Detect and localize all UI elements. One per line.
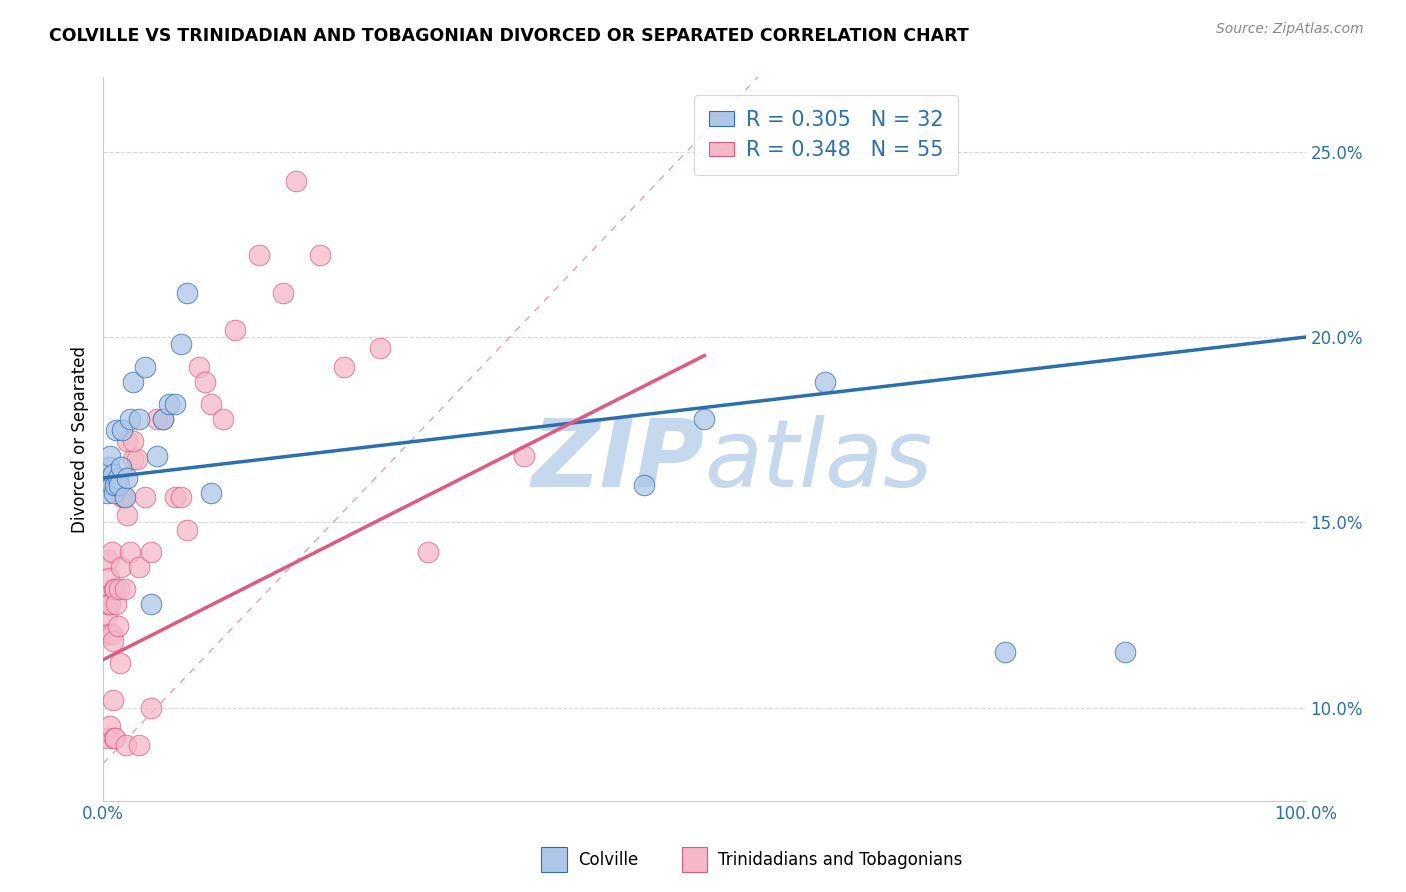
Point xyxy=(112,490,135,504)
Point xyxy=(200,485,222,500)
Point xyxy=(115,434,138,448)
Point xyxy=(115,738,138,752)
Point xyxy=(107,582,129,597)
Point xyxy=(170,337,193,351)
Text: Colville: Colville xyxy=(578,851,638,869)
Point xyxy=(97,597,120,611)
Point xyxy=(100,545,122,559)
Point xyxy=(111,490,134,504)
Point xyxy=(110,459,132,474)
Point xyxy=(98,571,121,585)
Point xyxy=(141,701,163,715)
Point xyxy=(98,449,121,463)
Point xyxy=(104,582,127,597)
Point xyxy=(115,471,138,485)
Point xyxy=(200,397,222,411)
Point xyxy=(104,731,127,745)
Point xyxy=(108,657,131,671)
Point xyxy=(368,341,391,355)
Point xyxy=(125,452,148,467)
Point xyxy=(111,423,134,437)
Point xyxy=(273,285,295,300)
Text: ZIP: ZIP xyxy=(531,415,704,507)
Point xyxy=(165,397,187,411)
Point xyxy=(114,490,136,504)
Point xyxy=(103,582,125,597)
Point xyxy=(134,490,156,504)
Point xyxy=(128,411,150,425)
Point xyxy=(146,411,169,425)
Point xyxy=(122,434,145,448)
Point xyxy=(249,248,271,262)
Point xyxy=(103,485,125,500)
Point xyxy=(152,411,174,425)
Point xyxy=(110,560,132,574)
Point xyxy=(224,323,246,337)
Point xyxy=(122,452,145,467)
Point xyxy=(96,731,118,745)
Point xyxy=(98,626,121,640)
Text: Trinidadians and Tobagonians: Trinidadians and Tobagonians xyxy=(718,851,963,869)
Point xyxy=(332,359,354,374)
Point xyxy=(284,174,307,188)
Point xyxy=(122,375,145,389)
Point xyxy=(105,597,128,611)
Point xyxy=(308,248,330,262)
Point xyxy=(1114,645,1136,659)
Point xyxy=(157,397,180,411)
Point xyxy=(141,597,163,611)
Point xyxy=(114,582,136,597)
Point xyxy=(170,490,193,504)
Point xyxy=(105,423,128,437)
Point xyxy=(141,545,163,559)
Point xyxy=(107,478,129,492)
Point xyxy=(100,626,122,640)
Point xyxy=(97,471,120,485)
Point xyxy=(97,552,120,566)
Point xyxy=(152,411,174,425)
Point xyxy=(100,478,122,492)
Point xyxy=(134,359,156,374)
Point xyxy=(165,490,187,504)
Point xyxy=(633,478,655,492)
Point xyxy=(693,411,716,425)
Point xyxy=(128,738,150,752)
Legend: R = 0.305   N = 32, R = 0.348   N = 55: R = 0.305 N = 32, R = 0.348 N = 55 xyxy=(695,95,959,175)
Point xyxy=(101,634,124,648)
Point xyxy=(994,645,1017,659)
Point xyxy=(118,411,141,425)
Text: Source: ZipAtlas.com: Source: ZipAtlas.com xyxy=(1216,22,1364,37)
Text: atlas: atlas xyxy=(704,415,932,507)
Point xyxy=(194,375,217,389)
Point xyxy=(115,508,138,522)
Point xyxy=(98,459,121,474)
Point xyxy=(96,608,118,623)
Text: COLVILLE VS TRINIDADIAN AND TOBAGONIAN DIVORCED OR SEPARATED CORRELATION CHART: COLVILLE VS TRINIDADIAN AND TOBAGONIAN D… xyxy=(49,27,969,45)
Point xyxy=(96,485,118,500)
Y-axis label: Divorced or Separated: Divorced or Separated xyxy=(72,345,89,533)
Point xyxy=(128,560,150,574)
Point xyxy=(513,449,536,463)
Point xyxy=(107,471,129,485)
Point xyxy=(98,597,121,611)
Point xyxy=(98,719,121,733)
Point xyxy=(103,731,125,745)
Point xyxy=(94,590,117,604)
Point xyxy=(146,449,169,463)
Point xyxy=(176,523,198,537)
Point xyxy=(813,375,835,389)
Point xyxy=(176,285,198,300)
Point xyxy=(416,545,439,559)
Point xyxy=(104,478,127,492)
Point xyxy=(107,619,129,633)
Point xyxy=(212,411,235,425)
Point xyxy=(118,545,141,559)
Point xyxy=(101,467,124,482)
Point xyxy=(188,359,211,374)
Point xyxy=(101,693,124,707)
